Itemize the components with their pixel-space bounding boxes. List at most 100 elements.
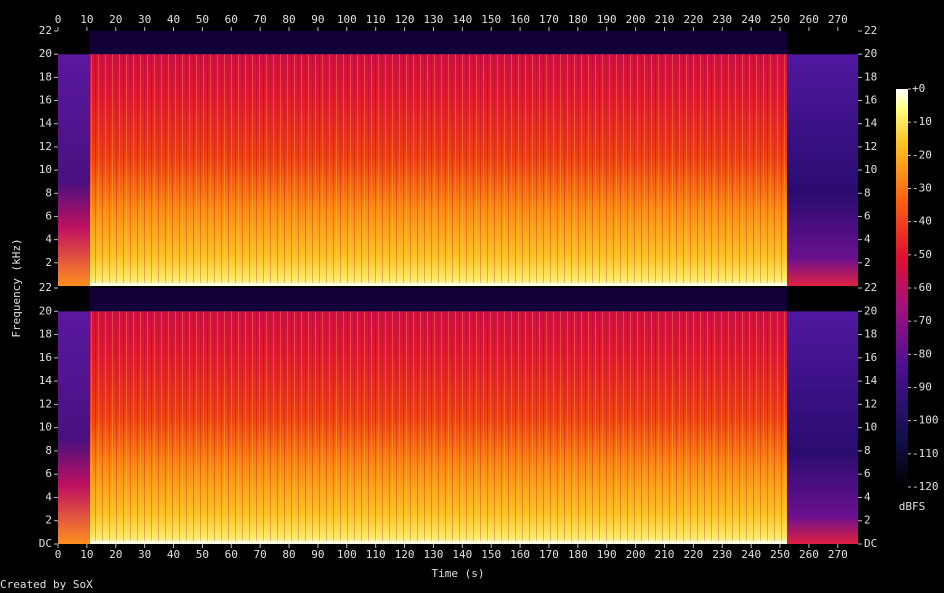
y-tick-label: 18	[864, 328, 877, 341]
y-tick-label: 20	[864, 304, 877, 317]
x-tick-label: 190	[597, 13, 617, 26]
y-tick-label: 4	[864, 233, 871, 246]
x-tick-label: 90	[311, 13, 324, 26]
y-tick-label: 16	[39, 94, 52, 107]
x-tick-label: 200	[626, 548, 646, 561]
y-tick-label: 2	[864, 514, 871, 527]
x-tick-label: 270	[828, 548, 848, 561]
spectrogram-tail	[787, 311, 858, 544]
colorbar-tick-label: -110	[912, 447, 939, 460]
y-tick-label: 4	[45, 233, 52, 246]
x-tick-label: 110	[366, 548, 386, 561]
spectrogram-floor	[90, 541, 787, 544]
colorbar-tick-label: -80	[912, 347, 932, 360]
colorbar-tick-label: -120	[912, 480, 939, 493]
colorbar-tick-label: -100	[912, 414, 939, 427]
colorbar-tick-label: -10	[912, 115, 932, 128]
y-tick-label: 8	[45, 186, 52, 199]
credit: Created by SoX	[0, 578, 93, 591]
y-tick-label: 6	[45, 209, 52, 222]
x-tick-label: 210	[655, 13, 675, 26]
x-tick-label: 120	[395, 13, 415, 26]
spectrogram-lead-top	[58, 31, 90, 55]
x-tick-label: 110	[366, 13, 386, 26]
y-tick-label: DC	[864, 537, 877, 550]
y-tick-label: 20	[864, 47, 877, 60]
x-tick-label: 260	[799, 548, 819, 561]
x-tick-label: 230	[712, 13, 732, 26]
x-tick-label: 70	[254, 548, 267, 561]
x-tick-label: 50	[196, 13, 209, 26]
x-tick-label: 140	[452, 548, 472, 561]
x-tick-label: 170	[539, 548, 559, 561]
y-tick-label: 10	[39, 421, 52, 434]
y-tick-label: 8	[864, 444, 871, 457]
colorbar-tick-label: -40	[912, 215, 932, 228]
x-tick-label: 250	[770, 13, 790, 26]
x-tick-label: 40	[167, 13, 180, 26]
x-tick-label: 100	[337, 548, 357, 561]
x-tick-label: 80	[282, 548, 295, 561]
x-tick-label: 40	[167, 548, 180, 561]
x-tick-label: 250	[770, 548, 790, 561]
y-tick-label: DC	[39, 537, 52, 550]
spectrogram-high-band	[90, 31, 787, 55]
y-tick-label: 2	[45, 514, 52, 527]
x-tick-label: 70	[254, 13, 267, 26]
colorbar-tick-label: -30	[912, 182, 932, 195]
y-tick-label: 6	[864, 467, 871, 480]
spectrogram-lead	[58, 311, 90, 544]
x-tick-label: 130	[424, 13, 444, 26]
spectrogram-tail	[787, 54, 858, 286]
spectrogram-tail-top	[787, 288, 858, 312]
x-tick-label: 240	[741, 13, 761, 26]
x-tick-label: 230	[712, 548, 732, 561]
x-tick-label: 150	[481, 548, 501, 561]
y-tick-label: 10	[39, 163, 52, 176]
x-tick-label: 160	[510, 548, 530, 561]
y-tick-label: 14	[39, 374, 53, 387]
y-tick-label: 2	[864, 256, 871, 269]
x-tick-label: 10	[80, 13, 93, 26]
spectrogram-texture	[90, 54, 787, 286]
y-tick-label: 22	[39, 281, 52, 294]
x-tick-label: 60	[225, 13, 238, 26]
y-tick-label: 14	[864, 374, 878, 387]
y-tick-label: 20	[39, 304, 52, 317]
y-tick-label: 12	[864, 397, 877, 410]
x-tick-label: 0	[55, 548, 62, 561]
x-tick-label: 240	[741, 548, 761, 561]
y-tick-label: 16	[864, 351, 877, 364]
spectrogram-floor	[90, 283, 787, 286]
x-tick-label: 180	[568, 13, 588, 26]
colorbar-tick-label: -20	[912, 148, 932, 161]
y-tick-label: 14	[39, 117, 53, 130]
colorbar-tick-label: -60	[912, 281, 932, 294]
x-tick-label: 220	[683, 548, 703, 561]
x-tick-label: 170	[539, 13, 559, 26]
y-tick-label: 8	[45, 444, 52, 457]
spectrogram-texture	[90, 311, 787, 544]
x-axis-label: Time (s)	[432, 567, 485, 580]
x-tick-label: 50	[196, 548, 209, 561]
x-tick-label: 100	[337, 13, 357, 26]
y-tick-label: 12	[864, 140, 877, 153]
colorbar-tick-label: -50	[912, 248, 932, 261]
x-tick-label: 200	[626, 13, 646, 26]
y-axis-label: Frequency (kHz)	[10, 238, 23, 337]
y-tick-label: 6	[45, 467, 52, 480]
y-tick-label: 8	[864, 186, 871, 199]
y-tick-label: 2	[45, 256, 52, 269]
y-tick-label: 14	[864, 117, 878, 130]
x-tick-label: 210	[655, 548, 675, 561]
x-tick-label: 190	[597, 548, 617, 561]
y-tick-label: 6	[864, 209, 871, 222]
spectrogram-high-band	[90, 288, 787, 312]
x-tick-label: 0	[55, 13, 62, 26]
y-tick-label: 4	[45, 490, 52, 503]
y-tick-label: 18	[864, 70, 877, 83]
x-tick-label: 20	[109, 548, 122, 561]
x-tick-label: 10	[80, 548, 93, 561]
y-tick-label: 22	[864, 24, 877, 37]
